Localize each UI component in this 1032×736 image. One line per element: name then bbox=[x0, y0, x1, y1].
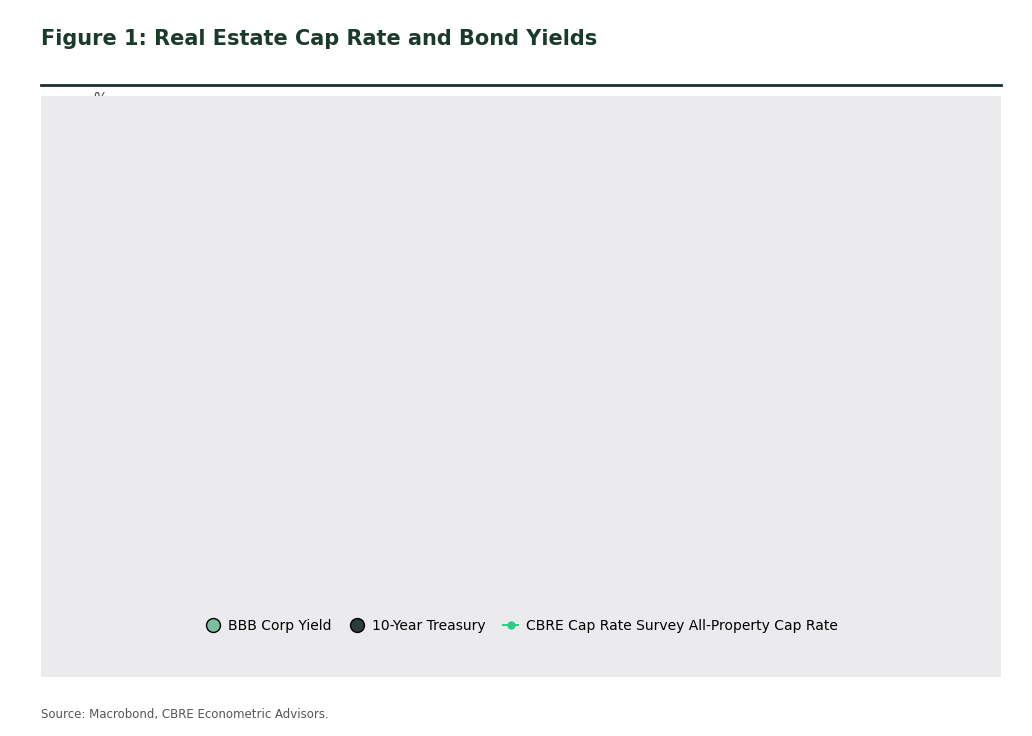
Bar bbox=[639, 428, 652, 581]
Bar bbox=[103, 283, 117, 581]
Bar bbox=[463, 490, 477, 581]
Bar bbox=[180, 470, 193, 581]
Bar bbox=[117, 445, 130, 581]
Bar bbox=[513, 391, 526, 581]
Bar bbox=[765, 436, 778, 581]
Bar bbox=[337, 523, 350, 581]
Bar bbox=[891, 482, 904, 581]
Bar bbox=[368, 519, 382, 581]
Bar bbox=[683, 495, 697, 581]
Text: Figure 1: Real Estate Cap Rate and Bond Yields: Figure 1: Real Estate Cap Rate and Bond … bbox=[41, 29, 598, 49]
Bar bbox=[954, 347, 967, 581]
Bar bbox=[620, 492, 634, 581]
Bar bbox=[671, 394, 683, 581]
Bar bbox=[702, 382, 715, 581]
Bar bbox=[797, 449, 809, 581]
Bar bbox=[305, 515, 319, 581]
Bar bbox=[967, 432, 980, 581]
Bar bbox=[450, 416, 463, 581]
Bar bbox=[243, 459, 256, 581]
Text: %: % bbox=[93, 92, 106, 107]
Bar bbox=[809, 515, 823, 581]
Bar bbox=[431, 470, 445, 581]
Bar bbox=[387, 391, 400, 581]
Bar bbox=[526, 496, 540, 581]
Bar bbox=[936, 530, 948, 581]
Legend: BBB Corp Yield, 10-Year Treasury, CBRE Cap Rate Survey All-Property Cap Rate: BBB Corp Yield, 10-Year Treasury, CBRE C… bbox=[199, 613, 843, 638]
Bar bbox=[166, 366, 180, 581]
Bar bbox=[544, 432, 557, 581]
Bar bbox=[261, 378, 275, 581]
Bar bbox=[746, 480, 760, 581]
Bar bbox=[841, 565, 854, 581]
Bar bbox=[481, 407, 494, 581]
Bar bbox=[860, 498, 873, 581]
Bar bbox=[292, 411, 305, 581]
Bar bbox=[198, 432, 211, 581]
Bar bbox=[589, 531, 603, 581]
Bar bbox=[873, 554, 885, 581]
Bar bbox=[734, 422, 746, 581]
Bar bbox=[148, 432, 161, 581]
Bar bbox=[355, 394, 368, 581]
Bar bbox=[418, 424, 431, 581]
Bar bbox=[904, 531, 917, 581]
Bar bbox=[275, 459, 287, 581]
Bar bbox=[211, 457, 224, 581]
Bar bbox=[557, 521, 571, 581]
Bar bbox=[607, 416, 620, 581]
Bar bbox=[135, 341, 148, 581]
Bar bbox=[923, 472, 936, 581]
Bar bbox=[778, 509, 792, 581]
Text: Source: Macrobond, CBRE Econometric Advisors.: Source: Macrobond, CBRE Econometric Advi… bbox=[41, 708, 329, 721]
Bar bbox=[494, 503, 508, 581]
Bar bbox=[652, 498, 666, 581]
Bar bbox=[576, 432, 589, 581]
Bar bbox=[400, 488, 413, 581]
Bar bbox=[324, 436, 337, 581]
Bar bbox=[828, 472, 841, 581]
Bar bbox=[715, 475, 729, 581]
Bar bbox=[229, 374, 243, 581]
